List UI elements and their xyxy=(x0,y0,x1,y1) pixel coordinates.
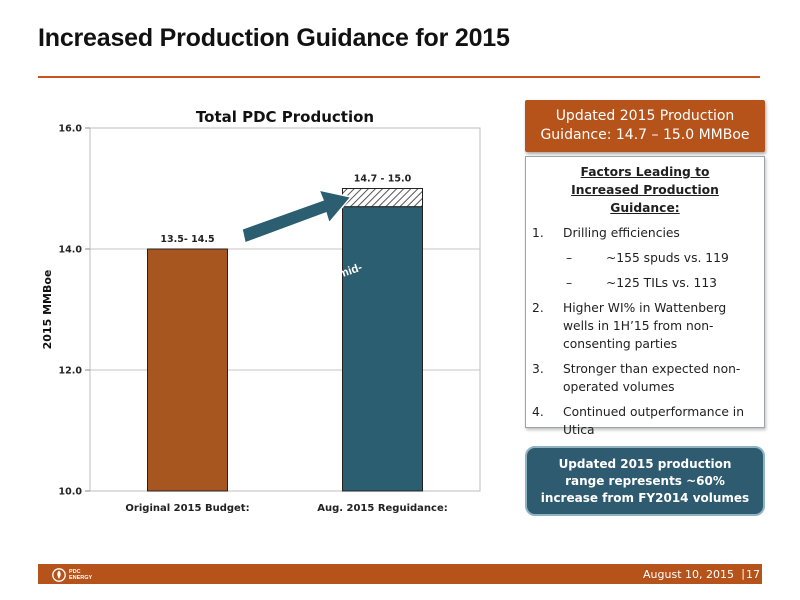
page-title: Increased Production Guidance for 2015 xyxy=(38,24,510,52)
logo-line2: ENERGY xyxy=(69,574,93,581)
bar xyxy=(342,206,423,492)
x-tick-label: Aug. 2015 Reguidance: xyxy=(317,503,448,514)
factor-item: 3. Stronger than expected non-operated v… xyxy=(526,360,764,396)
factor-subitem: – ~155 spuds vs. 119 xyxy=(526,249,764,267)
x-tick-label: Original 2015 Budget: xyxy=(125,503,249,514)
chart-svg: Total PDC Production 2015 MMBoe 10.0 12.0 14… xyxy=(41,108,481,514)
logo-wordmark: PDC ENERGY xyxy=(69,569,92,581)
factor-number: 1. xyxy=(532,226,544,240)
logo-line1: PDC xyxy=(69,568,81,575)
factors-panel: Factors Leading to Increased Production … xyxy=(525,156,765,437)
y-tick-label: 12.0 xyxy=(59,366,83,377)
footer-bar: PDC ENERGY August 10, 2015 | 17 xyxy=(38,564,762,584)
increase-arrow xyxy=(241,188,353,245)
y-axis-label: 2015 MMBoe xyxy=(41,270,54,350)
subitem-text: ~155 spuds vs. 119 xyxy=(606,251,729,265)
factor-text: Continued outperformance in Utica xyxy=(563,405,745,437)
company-logo: PDC ENERGY xyxy=(52,567,92,582)
y-tick-label: 10.0 xyxy=(59,487,83,498)
factor-subitem: – ~125 TILs vs. 113 xyxy=(526,274,764,292)
flame-logo-icon xyxy=(52,567,66,582)
y-tick-label: 14.0 xyxy=(59,245,83,256)
range-extension-bar xyxy=(342,188,423,208)
bar xyxy=(147,248,228,492)
factor-text: Drilling efficiencies xyxy=(563,226,680,240)
subitem-dash: – xyxy=(566,251,573,265)
subitem-text: ~125 TILs vs. 113 xyxy=(606,276,717,290)
factor-text: Higher WI% in Wattenberg wells in 1H’15 … xyxy=(563,301,727,351)
range-callout: Updated 2015 production range represents… xyxy=(525,446,765,516)
footer-date: August 10, 2015 xyxy=(643,568,734,581)
factor-item: 2. Higher WI% in Wattenberg wells in 1H’… xyxy=(526,299,764,353)
factor-item: 1. Drilling efficiencies xyxy=(526,224,764,242)
data-label: 14.7 - 15.0 xyxy=(354,174,412,185)
factors-heading: Factors Leading to Increased Production … xyxy=(571,165,719,215)
factor-number: 3. xyxy=(532,362,544,376)
factor-item: 4. Continued outperformance in Utica xyxy=(526,403,764,439)
y-tick-label: 16.0 xyxy=(59,124,83,135)
chart-title: Total PDC Production xyxy=(196,108,374,126)
title-divider xyxy=(38,76,760,78)
factor-text: Stronger than expected non-operated volu… xyxy=(563,362,741,394)
footer-separator: | xyxy=(741,567,745,580)
data-label: 13.5- 14.5 xyxy=(160,234,214,245)
guidance-callout: Updated 2015 Production Guidance: 14.7 –… xyxy=(525,100,765,152)
factor-number: 2. xyxy=(532,301,544,315)
page-number: 17 xyxy=(746,568,760,581)
production-chart: Total PDC Production 2015 MMBoe 10.0 12.0 14… xyxy=(18,100,498,530)
subitem-dash: – xyxy=(566,276,573,290)
plot-area-frame xyxy=(89,127,481,492)
factor-number: 4. xyxy=(532,405,544,419)
